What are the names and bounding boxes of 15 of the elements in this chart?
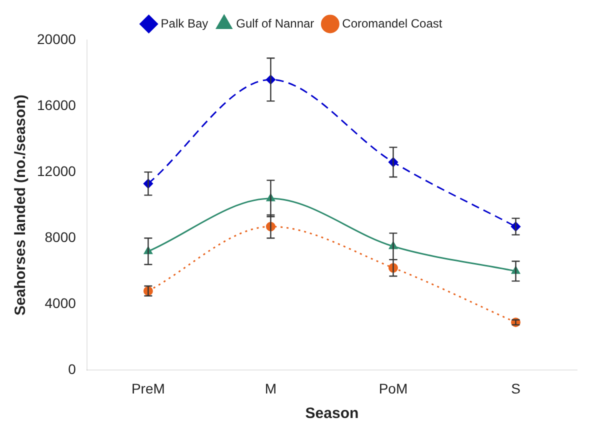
x-axis-title: Season bbox=[305, 405, 359, 422]
x-tick-label: M bbox=[264, 380, 277, 396]
legend-label: Gulf of Nannar bbox=[236, 16, 314, 30]
x-tick-label: S bbox=[511, 380, 520, 396]
y-tick-label: 12000 bbox=[36, 162, 76, 179]
x-tick-label: PreM bbox=[131, 380, 165, 396]
y-axis-title: Seahorses landed (no./season) bbox=[12, 94, 30, 316]
y-tick-label: 4000 bbox=[44, 295, 76, 312]
y-tick-label: 20000 bbox=[36, 30, 76, 47]
y-tick-label: 0 bbox=[68, 361, 76, 378]
y-tick-label: 16000 bbox=[36, 96, 76, 113]
legend-label: Palk Bay bbox=[160, 16, 208, 30]
x-tick-label: PoM bbox=[378, 380, 408, 396]
y-tick-label: 8000 bbox=[44, 228, 76, 245]
legend-label: Coromandel Coast bbox=[342, 16, 443, 30]
